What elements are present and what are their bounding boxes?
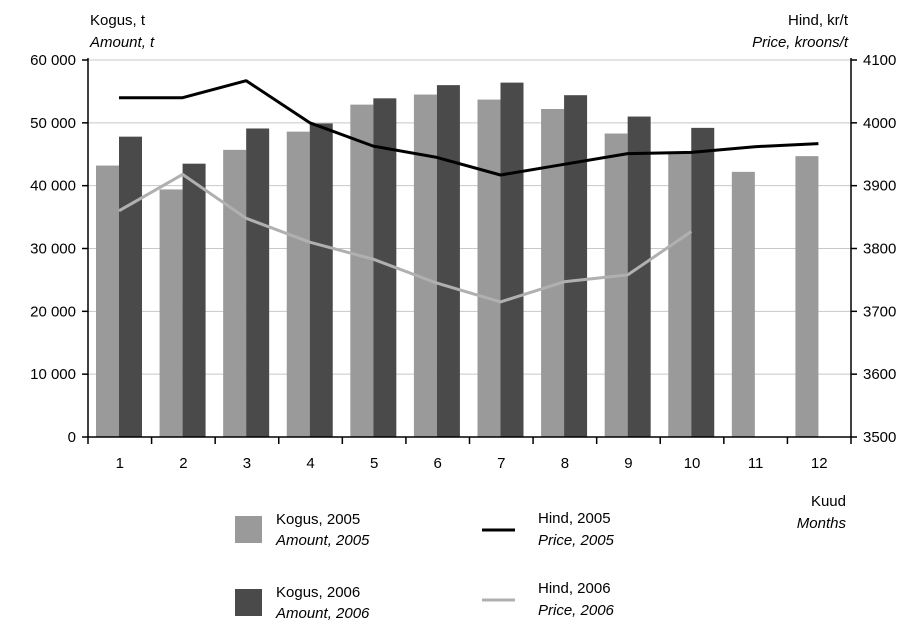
legend-swatch-amount-2005 <box>235 516 262 543</box>
x-tick-label: 7 <box>497 455 505 472</box>
x-tick-label: 9 <box>624 455 632 472</box>
x-tick-label: 2 <box>179 455 187 472</box>
bar-kogus-2006-3 <box>246 128 270 437</box>
legend-item-price-2005: Hind, 2005 Price, 2005 <box>482 510 615 549</box>
bar-kogus-2006-4 <box>309 123 333 437</box>
x-axis-ticks: 1 2 3 4 5 6 7 8 9 10 11 12 <box>87 437 852 472</box>
right-axis-title: Hind, kr/t <box>788 12 849 29</box>
legend-swatch-amount-2006 <box>235 589 262 616</box>
line-hind-2005 <box>119 79 819 177</box>
legend-label-price-2005: Hind, 2005 <box>538 510 611 527</box>
left-tick-label: 60 000 <box>30 52 76 69</box>
right-tick-label: 4000 <box>863 115 896 132</box>
left-tick-label: 20 000 <box>30 303 76 320</box>
bar-kogus-2005-3 <box>223 149 247 437</box>
left-tick-label: 0 <box>68 429 76 446</box>
right-tick-label: 3700 <box>863 303 896 320</box>
right-tick-label: 4100 <box>863 52 896 69</box>
x-tick-label: 3 <box>243 455 251 472</box>
left-tick-label: 10 000 <box>30 366 76 383</box>
bar-kogus-2005-8 <box>541 109 565 437</box>
bar-kogus-2006-8 <box>564 95 588 437</box>
x-tick-label: 12 <box>811 455 828 472</box>
gridlines <box>88 59 851 438</box>
right-tick-label: 3900 <box>863 178 896 195</box>
x-tick-label: 1 <box>116 455 124 472</box>
bar-kogus-2005-4 <box>286 131 310 437</box>
right-tick-label: 3500 <box>863 429 896 446</box>
legend-label-price-2006: Hind, 2006 <box>538 580 611 597</box>
bar-kogus-2005-1 <box>96 165 119 437</box>
legend-label-amount-2005-en: Amount, 2005 <box>275 532 370 549</box>
bar-kogus-2006-5 <box>373 98 397 437</box>
left-tick-label: 40 000 <box>30 178 76 195</box>
legend-label-price-2005-en: Price, 2005 <box>538 532 615 549</box>
x-tick-label: 8 <box>561 455 569 472</box>
legend-label-amount-2006-en: Amount, 2006 <box>275 605 370 621</box>
left-tick-label: 50 000 <box>30 115 76 132</box>
legend-item-price-2006: Hind, 2006 Price, 2006 <box>482 580 615 619</box>
x-tick-label: 4 <box>306 455 314 472</box>
bar-kogus-2005-2 <box>159 189 183 437</box>
left-axis-title: Kogus, t <box>90 12 146 29</box>
legend: Kogus, 2005 Amount, 2005 Kogus, 2006 Amo… <box>235 510 615 621</box>
x-tick-label: 10 <box>684 455 701 472</box>
bar-kogus-2006-7 <box>500 82 524 438</box>
left-axis-title-en: Amount, t <box>89 34 155 51</box>
bar-kogus-2006-10 <box>691 127 715 438</box>
right-tick-label: 3600 <box>863 366 896 383</box>
x-axis-title: Kuud <box>811 493 846 510</box>
bar-kogus-2006-2 <box>182 163 206 438</box>
bar-kogus-2005-9 <box>604 133 628 437</box>
bar-kogus-2005-10 <box>668 152 692 438</box>
bar-kogus-2005-12 <box>795 156 819 437</box>
lines <box>118 79 819 304</box>
bar-kogus-2006-1 <box>119 136 142 437</box>
right-axis-ticks: 3500 3600 3700 3800 3900 4000 4100 <box>851 52 896 446</box>
bar-kogus-2005-7 <box>477 99 501 438</box>
x-axis-title-en: Months <box>797 515 847 532</box>
legend-item-amount-2005: Kogus, 2005 Amount, 2005 <box>235 511 370 549</box>
left-tick-label: 30 000 <box>30 241 76 258</box>
right-axis-title-en: Price, kroons/t <box>752 34 849 51</box>
legend-item-amount-2006: Kogus, 2006 Amount, 2006 <box>235 584 370 621</box>
line-hind-2006 <box>118 172 693 304</box>
bar-kogus-2005-11 <box>731 171 755 438</box>
bar-kogus-2005-5 <box>350 104 374 437</box>
x-tick-label: 5 <box>370 455 378 472</box>
right-tick-label: 3800 <box>863 241 896 258</box>
legend-label-price-2006-en: Price, 2006 <box>538 602 615 619</box>
x-tick-label: 6 <box>434 455 442 472</box>
x-tick-label: 11 <box>748 455 764 472</box>
bar-kogus-2006-9 <box>627 116 651 438</box>
bars <box>96 82 819 438</box>
legend-label-amount-2005: Kogus, 2005 <box>276 511 360 528</box>
legend-label-amount-2006: Kogus, 2006 <box>276 584 360 601</box>
left-axis-ticks: 0 10 000 20 000 30 000 40 000 50 000 60 000 <box>30 52 88 446</box>
bar-kogus-2005-6 <box>413 94 437 437</box>
bar-kogus-2006-6 <box>436 85 460 437</box>
